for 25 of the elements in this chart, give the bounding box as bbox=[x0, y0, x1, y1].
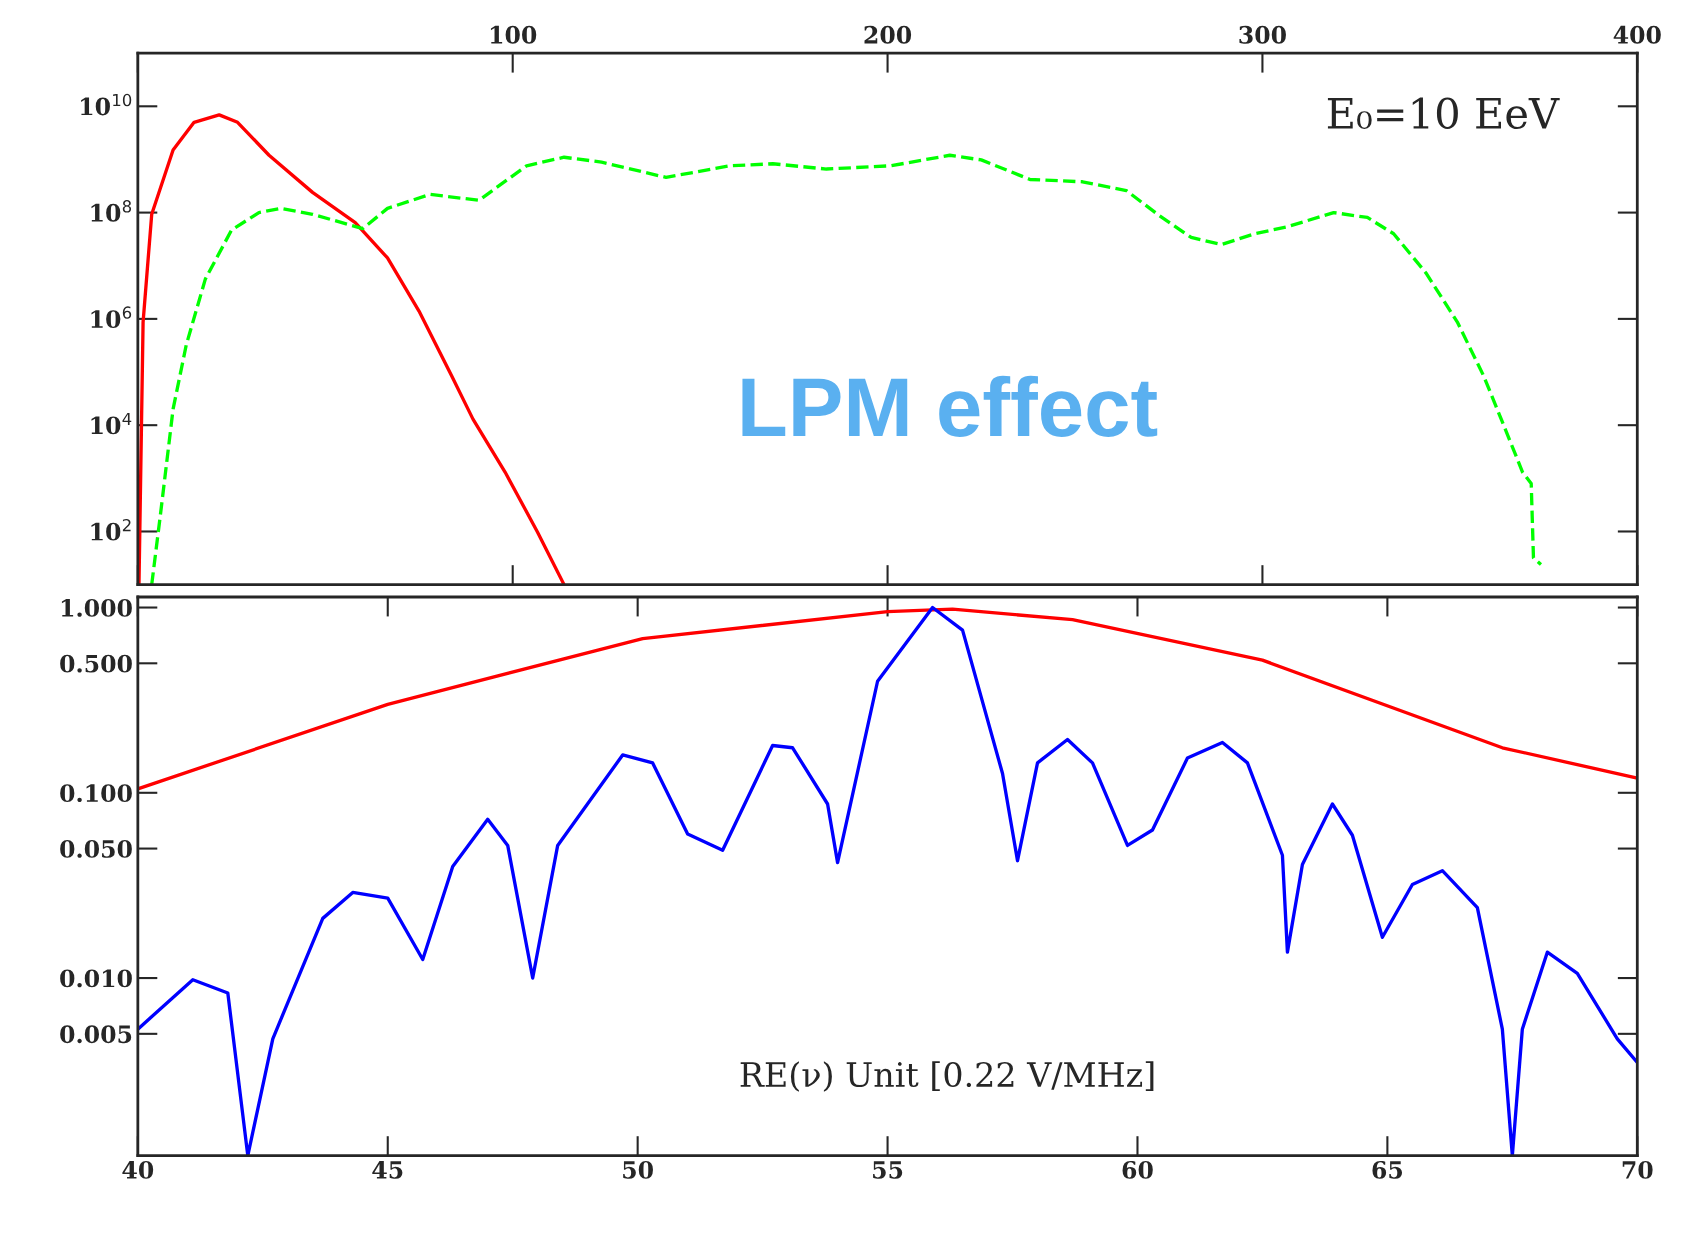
x-tick-label: 400 bbox=[1613, 25, 1661, 44]
y-tick-label: 1.000 bbox=[61, 598, 132, 617]
x-tick-label: 70 bbox=[1622, 1160, 1653, 1179]
x-tick-label: 40 bbox=[122, 1160, 154, 1179]
y-tick-label: 0.100 bbox=[60, 784, 132, 803]
y-tick-label: 10$^{8}$ bbox=[91, 200, 132, 222]
x-tick-label: 45 bbox=[372, 1160, 403, 1179]
y-tick-label: 0.050 bbox=[60, 840, 132, 858]
x-tick-label: 55 bbox=[873, 1161, 903, 1179]
x-tick-label: 65 bbox=[1372, 1160, 1403, 1179]
y-tick-label: 0.005 bbox=[60, 1025, 132, 1044]
annotation: E₀=10 EeV bbox=[1327, 97, 1560, 130]
annotation: LPM effect bbox=[742, 375, 1158, 437]
y-tick-label: 10$^{4}$ bbox=[91, 412, 132, 435]
y-tick-label: 10$^{10}$ bbox=[81, 93, 132, 116]
x-tick-label: 100 bbox=[490, 25, 537, 44]
x-tick-label: 300 bbox=[1239, 25, 1286, 44]
y-tick-label: 10$^{6}$ bbox=[91, 306, 132, 329]
y-tick-label: 0.500 bbox=[60, 654, 132, 673]
y-tick-label: 0.010 bbox=[60, 969, 132, 988]
x-tick-label: 200 bbox=[864, 25, 912, 44]
annotation: RE(ν) Unit [0.22 V/MHz] bbox=[740, 1061, 1154, 1092]
y-tick-label: 10$^{2}$ bbox=[91, 518, 131, 541]
x-tick-label: 60 bbox=[1122, 1160, 1153, 1179]
x-tick-label: 50 bbox=[623, 1160, 653, 1179]
